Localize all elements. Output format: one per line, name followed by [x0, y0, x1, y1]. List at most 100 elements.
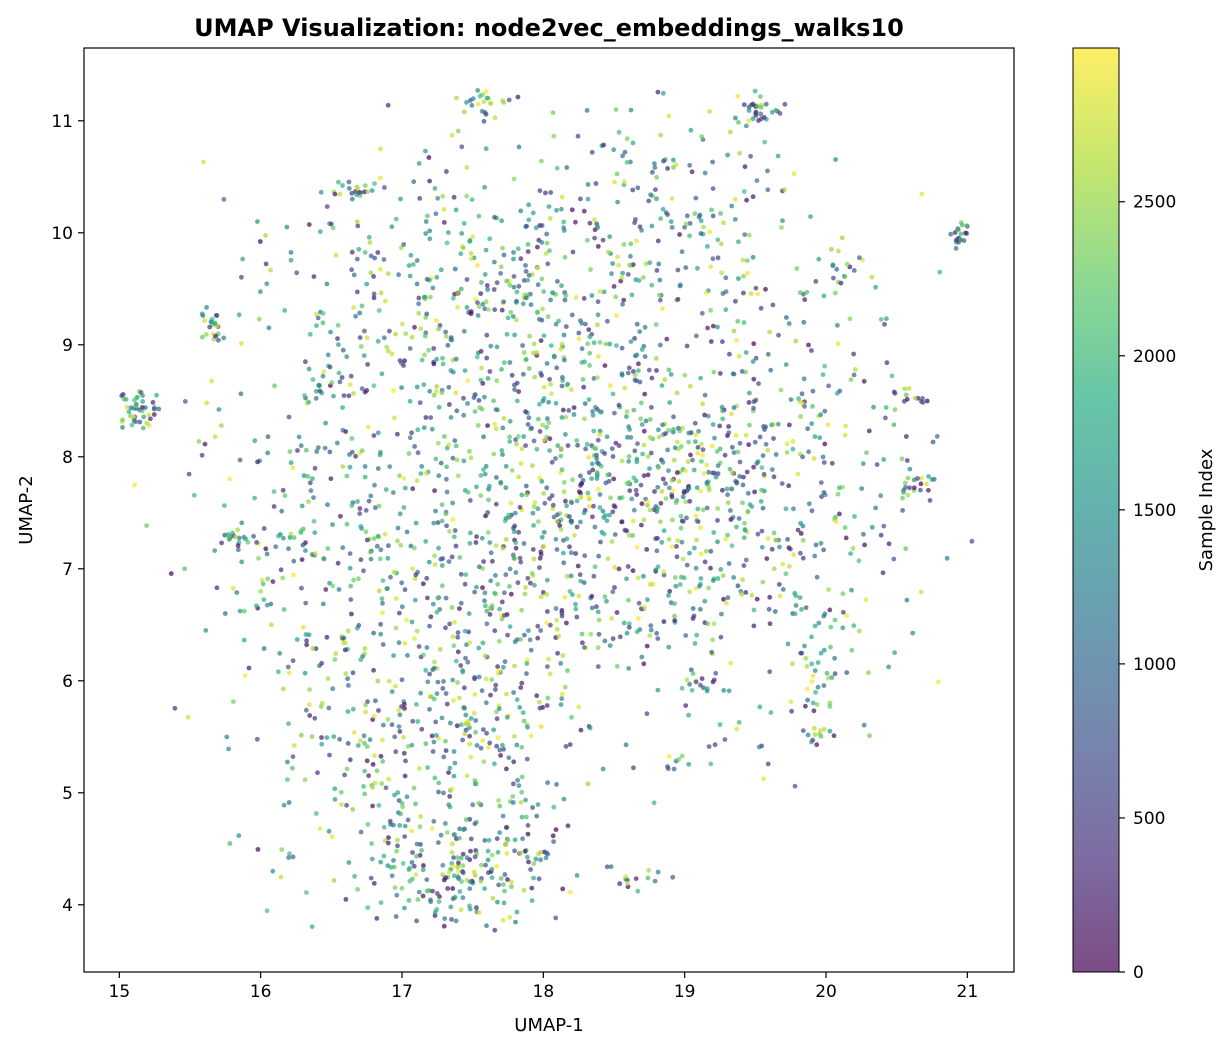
scatter-point [450, 517, 456, 522]
scatter-point [646, 868, 652, 873]
scatter-point [237, 608, 243, 614]
scatter-point [821, 647, 827, 653]
scatter-point [371, 630, 376, 636]
scatter-point [525, 724, 530, 730]
scatter-point [493, 543, 499, 548]
scatter-point [694, 518, 700, 524]
scatter-point [254, 736, 260, 742]
scatter-point [460, 869, 465, 874]
scatter-point [769, 422, 774, 428]
scatter-point [528, 302, 534, 308]
scatter-point [653, 187, 658, 193]
scatter-point [559, 610, 565, 616]
scatter-point [624, 409, 630, 415]
scatter-point [558, 346, 564, 352]
scatter-point [392, 734, 398, 740]
scatter-point [461, 221, 467, 226]
scatter-point [545, 664, 550, 669]
scatter-point [743, 432, 749, 438]
scatter-point [304, 642, 309, 648]
scatter-point [432, 775, 438, 781]
scatter-point [512, 523, 518, 529]
scatter-point [425, 679, 431, 685]
scatter-point [426, 347, 432, 353]
scatter-point [402, 823, 408, 829]
scatter-point [536, 416, 541, 422]
scatter-point [313, 811, 319, 816]
scatter-point [590, 409, 595, 414]
scatter-point [213, 333, 219, 339]
scatter-point [263, 233, 268, 238]
scatter-point [204, 400, 210, 406]
scatter-point [604, 434, 610, 440]
scatter-point [457, 835, 462, 841]
scatter-point [372, 780, 378, 786]
scatter-point [488, 692, 493, 698]
scatter-point [602, 363, 608, 368]
scatter-point [701, 471, 707, 476]
scatter-point [628, 339, 634, 344]
scatter-point [441, 790, 446, 796]
scatter-point [953, 246, 959, 251]
scatter-point [397, 358, 403, 363]
scatter-point [733, 433, 739, 438]
scatter-point [793, 593, 799, 599]
scatter-point [286, 546, 291, 552]
scatter-point [755, 531, 761, 537]
scatter-point [638, 482, 644, 488]
scatter-point [757, 704, 763, 710]
scatter-point [407, 346, 413, 351]
scatter-point [512, 332, 517, 338]
scatter-point [510, 314, 516, 319]
scatter-point [595, 312, 601, 318]
scatter-point [392, 415, 397, 421]
scatter-point [656, 434, 662, 440]
scatter-point [765, 187, 771, 193]
scatter-point [383, 487, 389, 492]
scatter-point [512, 510, 518, 516]
scatter-point [347, 382, 353, 388]
scatter-point [368, 253, 374, 259]
scatter-point [494, 863, 500, 869]
scatter-point [641, 442, 647, 448]
scatter-point [514, 317, 519, 323]
scatter-point [427, 228, 433, 234]
scatter-point [568, 889, 573, 895]
scatter-point [395, 837, 400, 843]
scatter-point [365, 424, 371, 430]
scatter-point [639, 347, 645, 352]
scatter-point [554, 626, 560, 632]
scatter-point [793, 603, 799, 608]
scatter-point [139, 405, 145, 410]
scatter-point [760, 505, 766, 511]
scatter-point [812, 434, 818, 439]
scatter-point [447, 529, 452, 534]
scatter-point [735, 583, 741, 589]
scatter-point [525, 277, 531, 283]
scatter-point [569, 518, 574, 524]
scatter-point [351, 272, 357, 278]
scatter-point [510, 800, 516, 805]
scatter-point [731, 575, 737, 580]
scatter-point [800, 538, 806, 543]
scatter-point [468, 98, 473, 103]
scatter-point [818, 480, 824, 485]
scatter-point [547, 448, 552, 453]
scatter-point [862, 542, 867, 548]
scatter-point [581, 384, 587, 390]
scatter-point [303, 548, 308, 553]
scatter-point [337, 379, 343, 385]
scatter-point [432, 562, 438, 567]
scatter-point [685, 459, 691, 465]
scatter-point [227, 841, 233, 846]
scatter-point [751, 341, 757, 347]
scatter-point [906, 386, 912, 391]
scatter-point [573, 601, 578, 607]
scatter-point [581, 296, 587, 301]
scatter-point [472, 675, 477, 680]
scatter-point [607, 383, 613, 388]
scatter-point [575, 133, 581, 139]
scatter-point [526, 366, 532, 371]
scatter-point [306, 399, 312, 405]
scatter-point [467, 879, 473, 885]
